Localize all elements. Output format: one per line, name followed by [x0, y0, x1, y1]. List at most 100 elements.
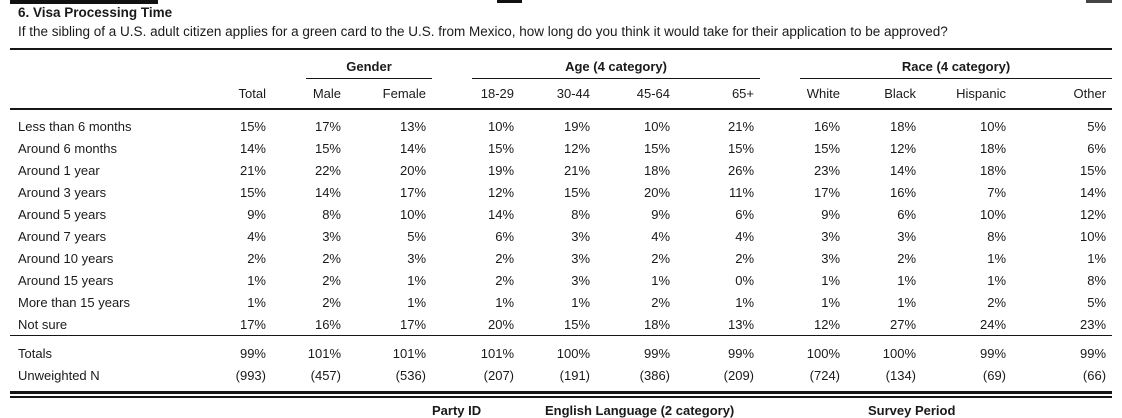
table-row: Not sure 17% 16% 17% 20% 15% 18% 13% 12% 27% 24% 23… — [10, 313, 1112, 336]
cell-value: (66) — [1012, 364, 1113, 393]
column-header-45-64: 45-64 — [596, 79, 677, 110]
cell-value: 1% — [897, 294, 917, 310]
cell-value: 1% — [821, 294, 841, 310]
cell-value: 12% — [563, 140, 591, 156]
cell-value: 6% — [735, 206, 755, 222]
cell-value: 6% — [1087, 140, 1107, 156]
cell-value: 10% — [643, 118, 671, 134]
next-table-group-header-survey-period: Survey Period — [868, 403, 956, 418]
table-row: Less than 6 months 15% 17% 13% 10% 19% 10% 21% 1… — [10, 109, 1112, 137]
cell-value: 3% — [821, 228, 841, 244]
column-header-30-44: 30-44 — [520, 79, 597, 110]
cell-value: 6% — [897, 206, 917, 222]
cell-value: (386) — [596, 364, 677, 393]
cell-value: 0% — [735, 272, 755, 288]
next-table-group-header-party-id: Party ID — [432, 403, 482, 418]
cell-value: (191) — [520, 364, 597, 393]
cell-value: 4% — [651, 228, 671, 244]
cell-value: 20% — [643, 184, 671, 200]
cell-value: 8% — [1087, 272, 1107, 288]
row-label: Not sure — [18, 316, 68, 332]
cell-value: 4% — [735, 228, 755, 244]
row-label: Around 1 year — [18, 162, 100, 178]
cell-value: 7% — [987, 184, 1007, 200]
cell-value: 18% — [643, 162, 671, 178]
row-label: More than 15 years — [18, 294, 131, 310]
cell-value: 1% — [987, 272, 1007, 288]
cell-value: 2% — [322, 294, 341, 310]
group-header-spacer — [10, 49, 210, 79]
cell-value: 10% — [399, 206, 427, 222]
cell-value: 5% — [1087, 118, 1107, 134]
cell-value: 3% — [571, 228, 591, 244]
cell-value: (724) — [760, 364, 847, 393]
cell-value: 13% — [727, 316, 755, 332]
table-body: Less than 6 months 15% 17% 13% 10% 19% 10% 21% 1… — [10, 109, 1112, 336]
table-row: Totals 99% 101% 101% 101% 100% 99% 99% 100% 100% 9… — [10, 335, 1113, 364]
cell-value: 21% — [239, 162, 266, 178]
cell-value: 2% — [651, 250, 671, 266]
cell-value: 14% — [1080, 184, 1107, 200]
cell-value: 15% — [563, 184, 591, 200]
cell-value: 12% — [1080, 206, 1107, 222]
cell-value: 3% — [571, 272, 591, 288]
cell-value: 17% — [314, 118, 341, 134]
cell-value: 1% — [897, 272, 917, 288]
cell-value: 15% — [727, 140, 755, 156]
cell-value: 14% — [399, 140, 427, 156]
cell-value: 14% — [487, 206, 515, 222]
cell-value: 9% — [247, 206, 266, 222]
column-header-male: Male — [272, 79, 347, 110]
total-group-spacer — [210, 49, 272, 79]
cell-value: 10% — [979, 118, 1007, 134]
section-title: 6. Visa Processing Time — [18, 5, 173, 20]
cell-value: 1% — [495, 294, 515, 310]
table-row: Unweighted N (993) (457) (536) (207) (191) (38… — [10, 364, 1113, 393]
group-header-age-label: Age (4 category) — [472, 59, 761, 79]
cell-value: 3% — [571, 250, 591, 266]
cell-value: 99% — [922, 335, 1013, 364]
cell-value: 1% — [407, 272, 427, 288]
column-header-female: Female — [347, 79, 433, 110]
row-label-column-header — [10, 79, 210, 110]
cell-value: 10% — [979, 206, 1007, 222]
cell-value: 15% — [314, 140, 341, 156]
table-row: Around 10 years 2% 2% 3% 2% 3% 2% 2% 3% 2% 1% 1% — [10, 247, 1112, 269]
cell-value: 26% — [727, 162, 755, 178]
question-text: If the sibling of a U.S. adult citizen a… — [18, 24, 948, 39]
cell-value: 23% — [1080, 316, 1107, 332]
cell-value: 99% — [210, 335, 272, 364]
table-header: Gender Age (4 category) Race (4 category… — [10, 49, 1113, 110]
cell-value: 100% — [846, 335, 923, 364]
column-header-other: Other — [1012, 79, 1113, 110]
column-header-hispanic: Hispanic — [922, 79, 1013, 110]
cell-value: 12% — [813, 316, 841, 332]
cell-value: 8% — [322, 206, 341, 222]
cell-value: 24% — [979, 316, 1007, 332]
cell-value: 20% — [399, 162, 427, 178]
cell-value: 9% — [651, 206, 671, 222]
cell-value: 12% — [889, 140, 917, 156]
table-row: Around 3 years 15% 14% 17% 12% 15% 20% 11% 17% 16… — [10, 181, 1112, 203]
cell-value: 1% — [247, 272, 266, 288]
cell-value: 21% — [727, 118, 755, 134]
cell-value: 15% — [487, 140, 515, 156]
cell-value: 4% — [247, 228, 266, 244]
row-label: Around 7 years — [18, 228, 107, 244]
cell-value: (536) — [347, 364, 433, 393]
table-row: Around 1 year 21% 22% 20% 19% 21% 18% 26% 23% 14%… — [10, 159, 1112, 181]
clipped-previous-content-mid — [497, 0, 522, 3]
cell-value: 19% — [563, 118, 591, 134]
table-row: Around 15 years 1% 2% 1% 2% 3% 1% 0% 1% 1% 1% 8% — [10, 269, 1112, 291]
cell-value: 17% — [239, 316, 266, 332]
column-header-65-: 65+ — [676, 79, 761, 110]
column-header-black: Black — [846, 79, 923, 110]
column-header-18-29: 18-29 — [432, 79, 521, 110]
cell-value: 6% — [495, 228, 515, 244]
cell-value: 1% — [821, 272, 841, 288]
cell-value: 101% — [272, 335, 347, 364]
cell-value: 17% — [813, 184, 841, 200]
row-label: Around 10 years — [18, 250, 114, 266]
cell-value: 18% — [979, 140, 1007, 156]
group-header-age: Age (4 category) — [432, 49, 761, 79]
